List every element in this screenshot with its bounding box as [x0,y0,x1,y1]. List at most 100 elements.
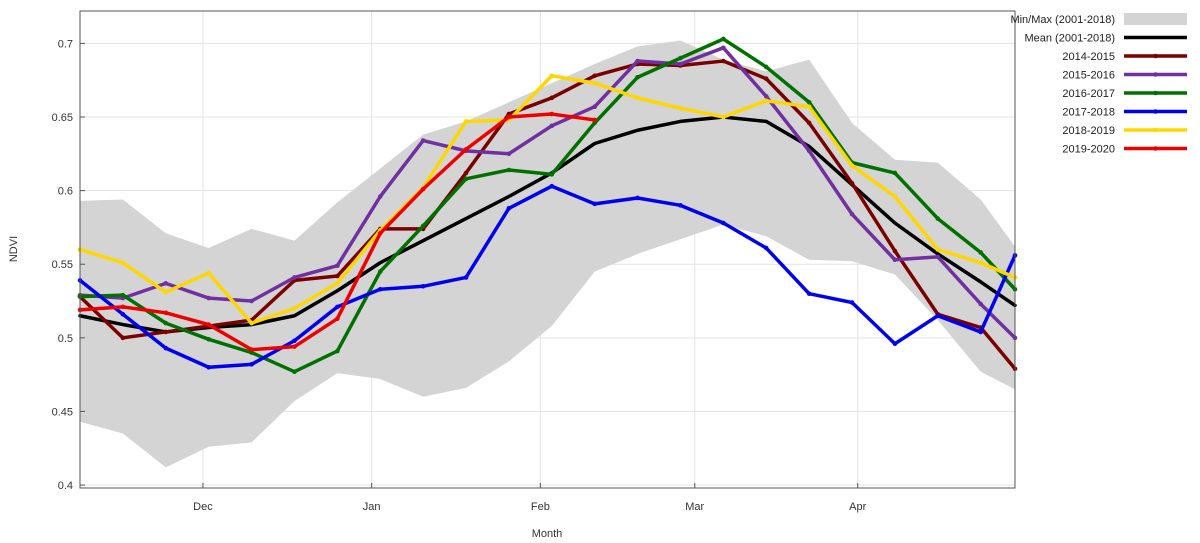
data-point [335,273,340,279]
series-2018-2019 [77,73,1018,326]
data-point [806,148,812,154]
data-point [978,260,983,266]
data-point [849,180,855,186]
data-point [678,105,683,111]
data-point [978,301,983,307]
data-point [763,94,769,99]
x-tick-label: Apr [849,501,866,513]
data-point [206,270,211,276]
series-2016-2017 [77,36,1018,374]
data-point [206,364,211,370]
legend-label: 2019-2020 [1062,144,1115,156]
data-point [335,316,340,321]
y-tick-label: 0.7 [58,38,73,50]
data-point [420,284,426,289]
x-tick-label: Dec [193,501,213,513]
data-point [849,211,855,217]
data-point [549,111,555,117]
legend-label: 2014-2015 [1062,51,1115,63]
data-point [292,338,297,344]
data-point [377,269,383,274]
data-point [377,194,383,199]
data-point [592,80,597,86]
data-point [678,203,683,208]
legend-label: Mean (2001-2018) [1024,33,1115,45]
data-point [978,250,983,255]
data-point [163,289,169,295]
series-2015-2016 [77,45,1018,341]
data-point [420,223,426,229]
data-point [120,292,126,298]
legend-swatch-marker [1153,146,1158,151]
data-point [506,114,512,120]
data-point [163,345,169,351]
data-point [721,220,726,226]
data-point [377,286,383,292]
y-tick-label: 0.65 [52,112,73,124]
data-point [721,58,726,64]
legend-swatch-marker [1153,72,1158,77]
data-point [463,147,469,152]
data-point [806,291,812,296]
data-point [549,95,555,101]
x-tick-label: Mar [685,501,704,513]
y-tick-label: 0.45 [52,406,73,418]
data-point [892,248,898,254]
legend-label: 2017-2018 [1062,107,1115,119]
data-point [249,362,254,367]
data-point [292,369,297,374]
data-point [892,194,898,199]
data-point [592,117,597,123]
data-point [120,335,126,341]
data-point [420,186,426,192]
y-tick-label: 0.55 [52,259,73,271]
data-point [377,231,383,236]
data-point [935,313,941,319]
data-point [978,329,983,335]
data-point [506,205,512,211]
data-point [463,176,469,182]
legend-label: 2015-2016 [1062,70,1115,82]
data-point [120,304,126,310]
x-axis-title: Month [532,528,563,540]
data-point [678,55,683,61]
data-point [892,341,898,347]
data-point [335,281,340,286]
data-point [335,348,340,354]
legend-swatch-marker [1153,90,1158,96]
x-tick-label: Jan [363,501,381,513]
legend-label: 2018-2019 [1062,125,1115,137]
x-axis-ticks: Dec Jan Feb Mar Apr [193,483,867,513]
data-point [678,61,683,67]
legend-swatch-band [1124,13,1187,25]
data-point [806,104,812,109]
series-2017-2018 [77,183,1018,370]
data-point [549,123,555,129]
data-point [849,300,855,305]
data-point [635,195,640,201]
data-point [763,76,769,82]
legend-swatch-marker [1153,53,1158,59]
data-point [335,304,340,310]
data-point [163,281,169,286]
y-tick-label: 0.5 [58,333,73,345]
data-point [721,45,726,51]
legend-label: 2016-2017 [1062,88,1115,100]
data-point [463,170,469,176]
data-point [592,73,597,79]
data-point [721,36,726,42]
data-point [849,163,855,168]
data-point [806,99,812,105]
legend-label: Min/Max (2001-2018) [1010,14,1115,26]
data-point [635,95,640,101]
legend-swatch-marker [1153,109,1158,114]
data-point [892,170,898,176]
data-point [206,295,211,301]
data-point [463,275,469,280]
data-point [292,344,297,349]
y-axis-title: NDVI [8,236,20,262]
data-point [892,257,898,263]
data-point [763,98,769,104]
data-point [249,347,254,352]
